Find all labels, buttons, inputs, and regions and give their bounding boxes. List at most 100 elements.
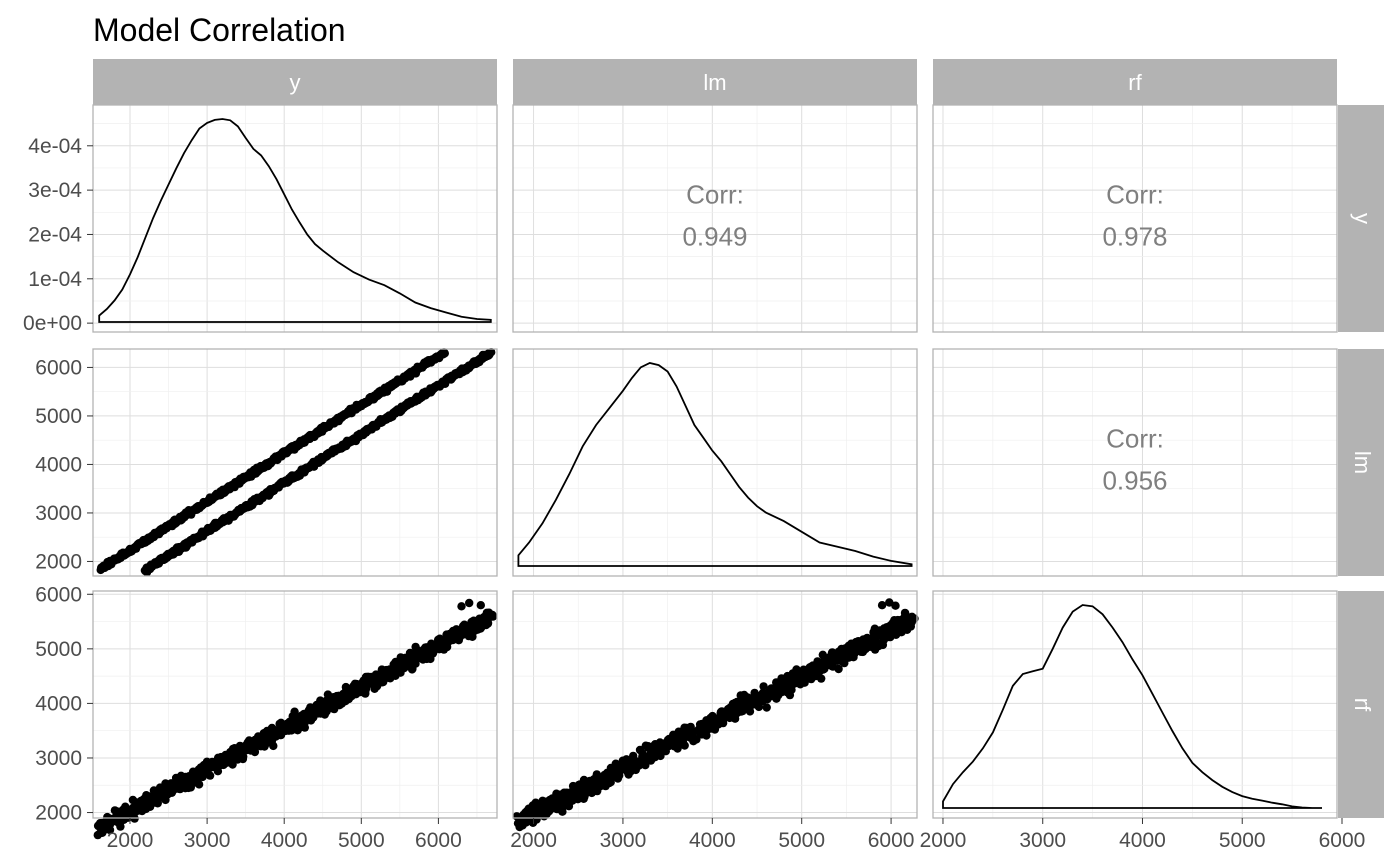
panel-border [92,590,498,819]
y-tick-label: 5000 [35,405,82,428]
y-tick-label: 3e-04 [28,179,82,202]
scatter-point [457,602,466,611]
y-tick-label: 0e+00 [23,312,82,335]
scatter-point [817,674,826,683]
density-curve-y [98,118,492,323]
panel-rf-rf [932,590,1338,819]
panel-border [932,104,1338,333]
y-tick-label: 1e-04 [28,268,82,291]
scatter-point [877,601,887,610]
column-strip-y [93,59,497,105]
y-tick-label: 6000 [35,356,82,379]
scatter-point [690,734,699,743]
y-tick-label: 5000 [35,638,82,661]
scatter-point [485,612,494,621]
panel-border [92,104,498,333]
y-tick-label: 2000 [35,802,82,825]
scatter-point [635,745,645,755]
panel-border [932,348,1338,577]
panel-background [513,349,917,576]
scatter-point [702,731,711,740]
scatter-point [236,752,245,762]
scatter-point [105,825,115,835]
row-strip-label-lm: lm [1350,451,1375,474]
x-tick-label: 3000 [600,829,647,852]
scatter-point [613,766,622,776]
panel-rf-lm [512,590,919,832]
corr-label: Corr: [1106,423,1164,453]
scatter-point [487,348,496,357]
x-tick-label: 4000 [261,829,308,852]
scatter-point [194,780,204,789]
scatter-point [759,682,768,691]
scatter-point [440,349,449,358]
y-tick-label: 4000 [35,453,82,476]
column-strip-label-y: y [290,70,301,95]
panel-lm-lm [512,348,918,577]
panels: Corr: 0.949 Corr: 0.978 Corr: 0.956 [92,104,1338,840]
y-tick-label: 2e-04 [28,223,82,246]
y-tick-label: 4e-04 [28,135,82,158]
scatter-point [762,703,771,712]
panel-border [512,348,918,577]
y-tick-label: 4000 [35,692,82,715]
row-strip-label-rf: rf [1350,698,1375,712]
panel-y-rf: Corr: 0.978 [932,104,1338,333]
y-tick-label: 6000 [35,583,82,606]
scatter-point [891,601,900,610]
panel-background [93,105,497,332]
x-tick-label: 3000 [184,829,231,852]
corr-value: 0.978 [1102,221,1167,251]
x-tick-label: 6000 [415,829,462,852]
scatter-point [878,640,888,650]
panel-y-lm: Corr: 0.949 [512,104,918,333]
row-strip-lm [1338,349,1384,576]
y-tick-label: 3000 [35,502,82,525]
chart-title: Model Correlation [93,12,346,48]
column-strip-lm [513,59,917,105]
y-tick-label: 2000 [35,550,82,573]
panel-lm-y [92,348,498,577]
scatter-point [890,616,899,625]
x-tick-label: 2000 [510,829,557,852]
axes: 0e+00 1e-04 2e-04 3e-04 4e-04 2000 3000 4000 500… [23,135,1365,852]
panel-border [932,590,1338,819]
corr-label: Corr: [686,179,744,209]
panel-rf-y [92,590,498,840]
panel-border [512,104,918,333]
panel-background [933,349,1337,576]
corr-label: Corr: [1106,179,1164,209]
scatter-point [428,648,437,657]
panel-y-y [92,104,498,333]
x-tick-label: 6000 [868,829,915,852]
scatter-point [606,778,615,787]
panel-background [933,591,1337,818]
scatter-point [849,651,858,660]
density-curve-rf [942,604,1322,809]
panel-background [93,591,497,818]
strips: y lm rf y lm rf [93,59,1384,818]
scatter-point [704,722,713,732]
scatter-point [907,617,916,627]
density-curve-lm [517,362,913,567]
column-strip-label-lm: lm [703,70,726,95]
row-strip-y [1338,105,1384,332]
column-strip-rf [933,59,1337,105]
x-tick-label: 4000 [689,829,736,852]
column-strip-label-rf: rf [1128,70,1142,95]
x-tick-label: 3000 [1019,829,1066,852]
scatter-point [834,664,843,674]
scatter-point [465,598,474,608]
scatter-point [680,741,689,750]
x-tick-label: 6000 [1319,829,1366,852]
x-tick-label: 2000 [920,829,967,852]
scatter-point [476,601,485,610]
x-tick-label: 4000 [1119,829,1166,852]
row-strip-rf [1338,591,1384,818]
corr-value: 0.956 [1102,465,1167,495]
panel-background [513,105,917,332]
scatter-point [597,781,607,790]
panel-border [92,348,498,577]
panel-border [512,590,918,819]
